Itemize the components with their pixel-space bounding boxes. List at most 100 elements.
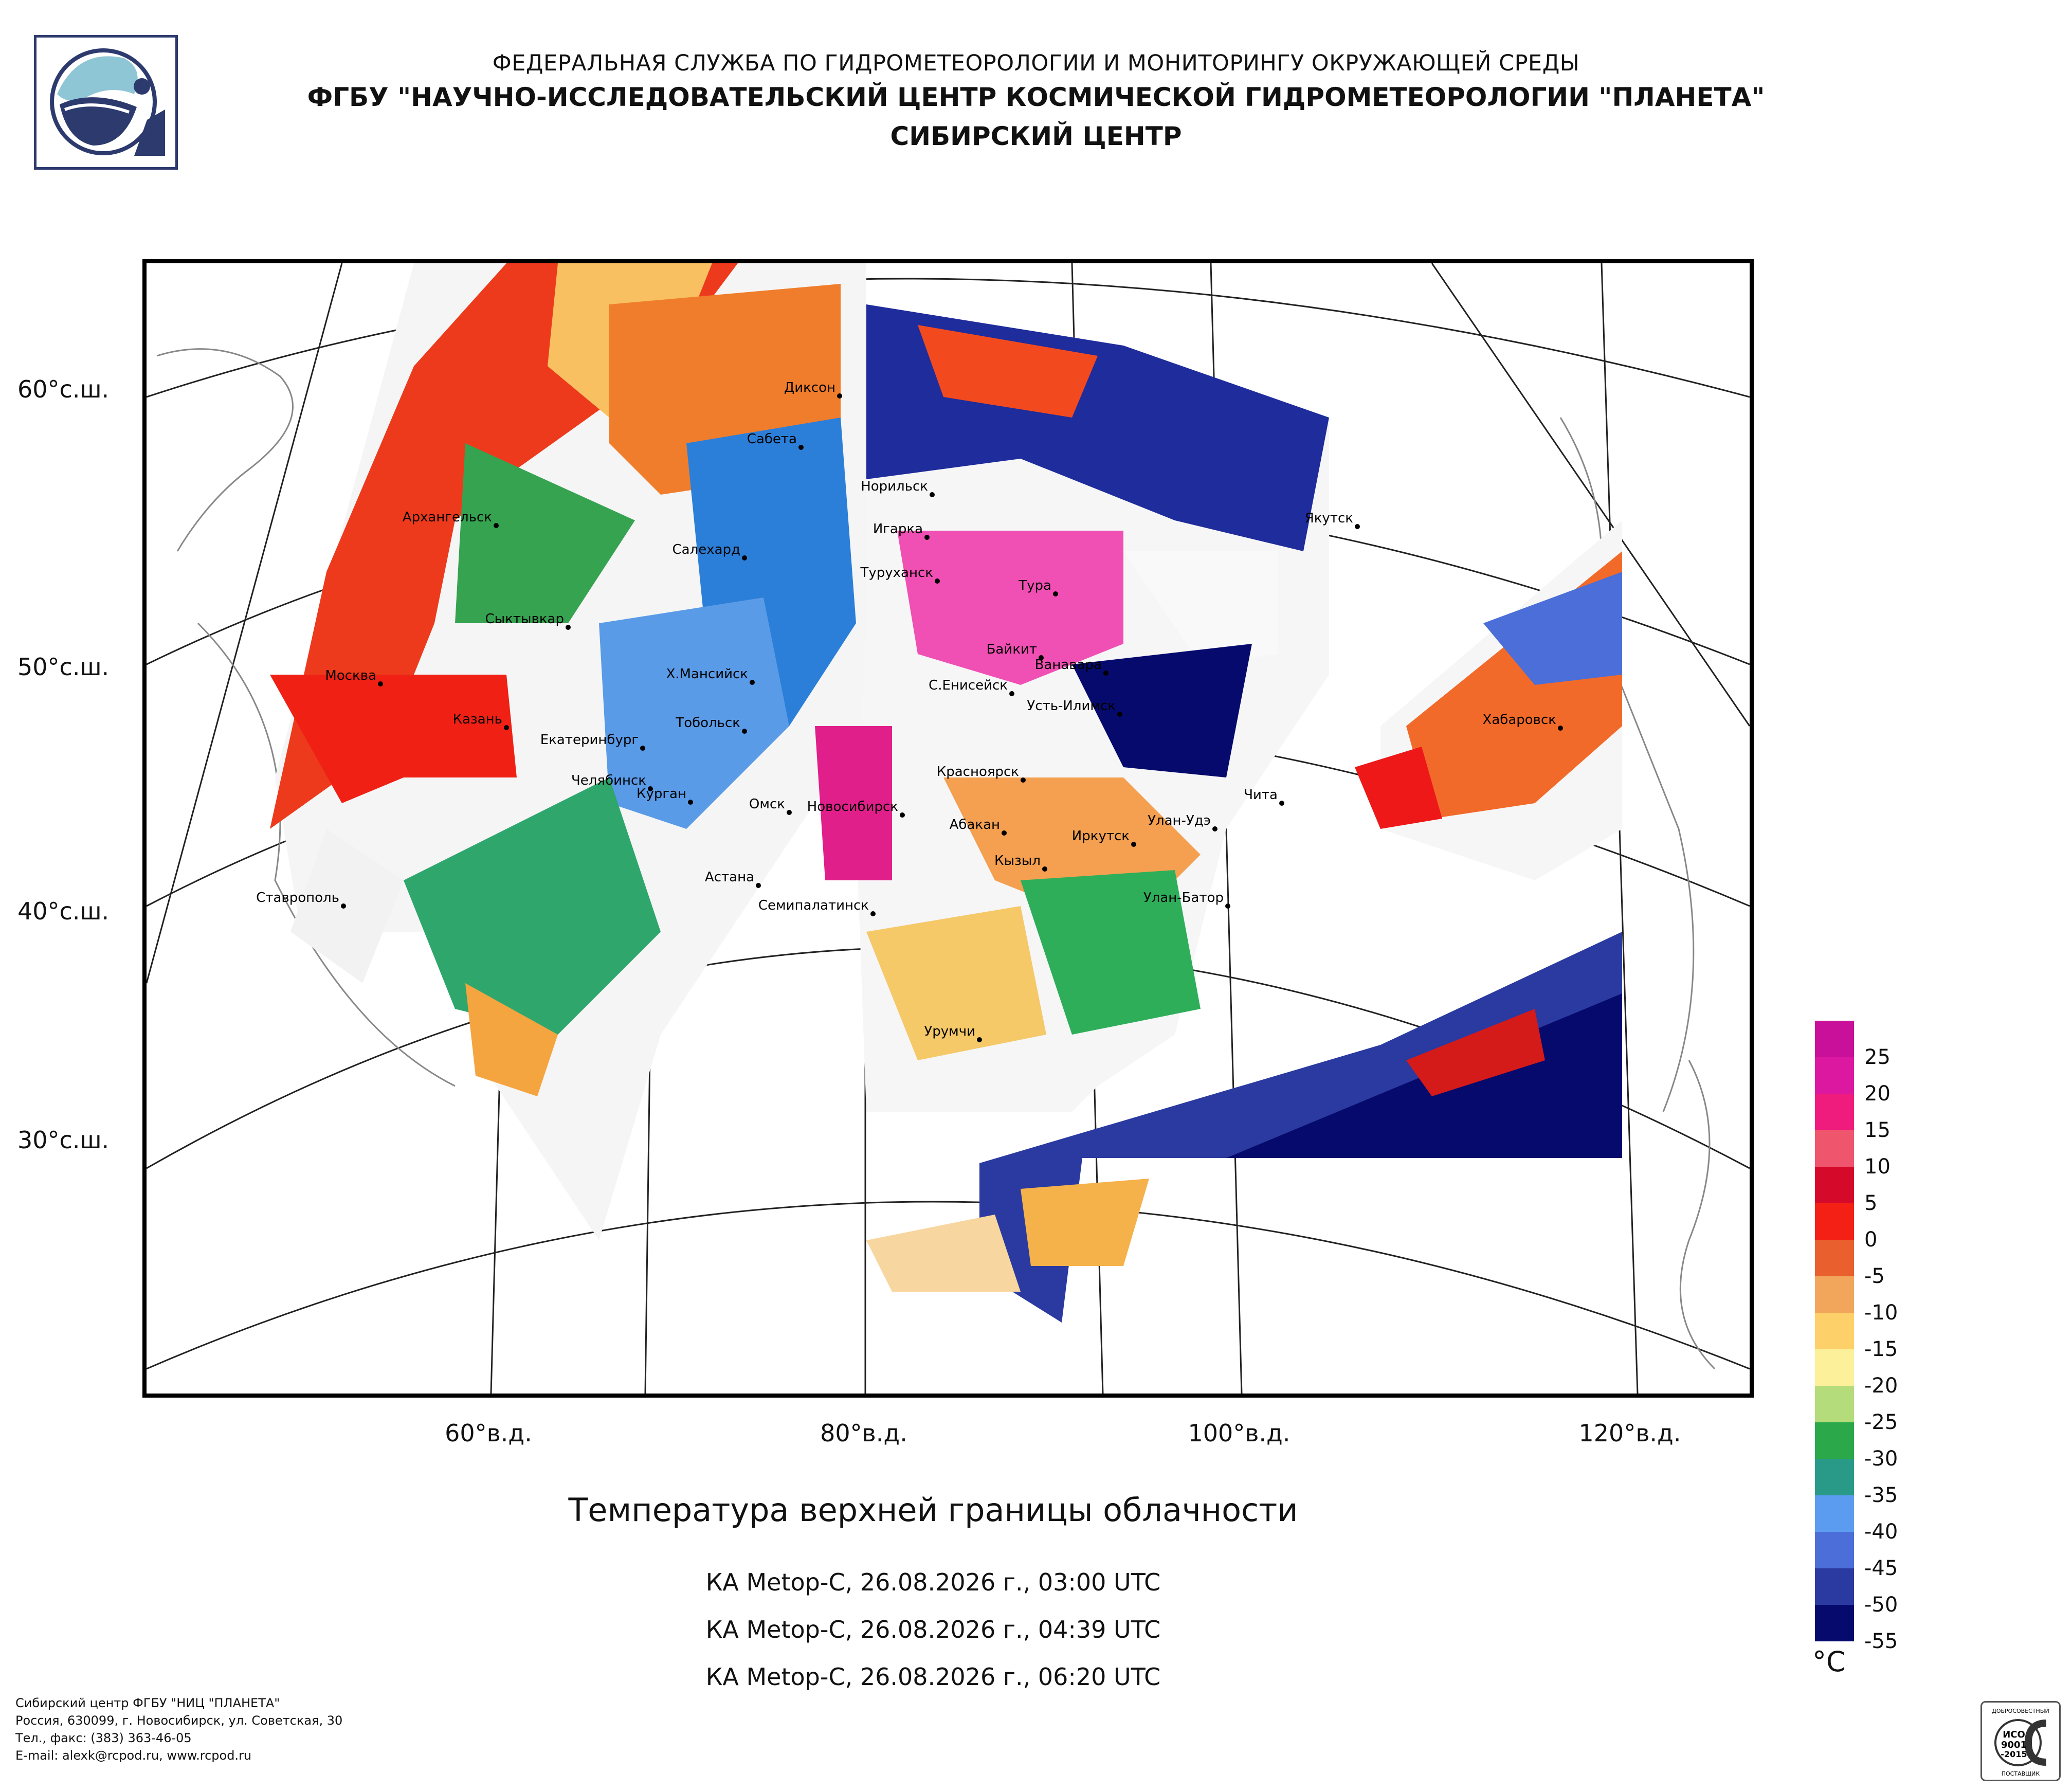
city-label: Якутск: [1305, 511, 1353, 526]
satellite-pass-2: КА Metop-C, 26.08.2026 г., 04:39 UTC: [705, 1616, 1161, 1643]
legend-label: -55: [1864, 1630, 1898, 1653]
legend-label: -15: [1864, 1337, 1898, 1361]
lat-label-40: 40°с.ш.: [17, 897, 110, 925]
city-label: Казань: [453, 712, 502, 727]
footer-address: Россия, 630099, г. Новосибирск, ул. Сове…: [15, 1713, 343, 1728]
city-label: Улан-Удэ: [1148, 813, 1211, 828]
city-labels: Диксон Сабета Норильск Архангельск Игарк…: [256, 380, 1556, 1039]
lat-label-50: 50°с.ш.: [17, 653, 110, 681]
city-label: Семипалатинск: [758, 898, 869, 913]
city-label: Чита: [1244, 787, 1278, 803]
legend-color-box: [1815, 1422, 1854, 1459]
legend-color-box: [1815, 1313, 1854, 1349]
legend-label: -45: [1864, 1557, 1898, 1580]
legend-color-box: [1815, 1605, 1854, 1641]
legend-color-box: [1815, 1203, 1854, 1240]
legend-color-box: [1815, 1167, 1854, 1203]
city-label: Тура: [1018, 578, 1051, 593]
map-title: Температура верхней границы облачности: [568, 1491, 1298, 1529]
city-label: Астана: [705, 870, 754, 885]
legend-label: -5: [1864, 1264, 1885, 1288]
lat-label-30: 30°с.ш.: [17, 1126, 110, 1154]
city-label: Салехард: [672, 542, 740, 557]
city-label: Курган: [637, 786, 686, 802]
legend-color-box: [1815, 1495, 1854, 1532]
legend-label: -30: [1864, 1447, 1898, 1471]
svg-text:9001: 9001: [2001, 1740, 2027, 1750]
legend-color-box: [1815, 1459, 1854, 1495]
city-label: Сыктывкар: [485, 611, 564, 627]
legend-label: 20: [1864, 1082, 1891, 1106]
iso-certificate-badge: ДОБРОСОВЕСТНЫЙ ИСО 9001 -2015 ПОСТАВЩИК: [1980, 1701, 2061, 1781]
legend-label: -35: [1864, 1484, 1898, 1507]
city-label: Усть-Илимск: [1027, 698, 1116, 714]
city-label: Ванавара: [1035, 657, 1102, 673]
city-label: Улан-Батор: [1143, 890, 1224, 906]
svg-text:-2015: -2015: [2001, 1749, 2027, 1759]
city-label: Норильск: [861, 479, 928, 494]
cloud-swath-2: [815, 304, 1329, 1112]
header-institute: ФГБУ "НАУЧНО-ИССЛЕДОВАТЕЛЬСКИЙ ЦЕНТР КОС…: [307, 82, 1765, 112]
city-label: Игарка: [873, 521, 923, 537]
legend-color-box: [1815, 1094, 1854, 1130]
city-label: Красноярск: [937, 764, 1019, 780]
footer-org: Сибирский центр ФГБУ "НИЦ "ПЛАНЕТА": [15, 1696, 280, 1710]
legend-label: -40: [1864, 1520, 1898, 1544]
city-label: Хабаровск: [1483, 712, 1556, 728]
legend-color-box: [1815, 1057, 1854, 1094]
city-label: Омск: [749, 797, 785, 812]
city-label: Иркутск: [1072, 828, 1130, 844]
legend-label: 15: [1864, 1118, 1891, 1142]
satellite-map: Диксон Сабета Норильск Архангельск Игарк…: [142, 259, 1754, 1398]
legend-label: 5: [1864, 1191, 1878, 1215]
legend-label: 10: [1864, 1155, 1891, 1179]
lon-label-60: 60°в.д.: [445, 1419, 532, 1447]
legend-color-box: [1815, 1532, 1854, 1568]
planeta-logo: [34, 35, 178, 170]
cloud-swath-4: [866, 932, 1622, 1323]
city-label: Абакан: [950, 817, 1000, 833]
footer-email: E-mail: alexk@rcpod.ru, www.rcpod.ru: [15, 1748, 252, 1763]
legend-label: 0: [1864, 1228, 1878, 1252]
city-label: Кызыл: [994, 853, 1041, 869]
city-label: Диксон: [784, 380, 835, 395]
legend-color-box: [1815, 1349, 1854, 1386]
city-label: Архангельск: [403, 510, 492, 525]
legend-label: -25: [1864, 1410, 1898, 1434]
legend-label: 25: [1864, 1045, 1891, 1069]
city-label: Х.Мансийск: [666, 666, 748, 682]
city-label: Тобольск: [675, 715, 740, 731]
city-label: Новосибирск: [807, 799, 898, 815]
legend-label: -20: [1864, 1374, 1898, 1398]
coastlines: [156, 348, 1716, 1370]
city-label: Челябинск: [571, 773, 646, 788]
lon-label-80: 80°в.д.: [820, 1419, 907, 1447]
legend-unit: °C: [1812, 1645, 1846, 1678]
city-label: С.Енисейск: [929, 678, 1008, 693]
city-label: Ставрополь: [256, 890, 339, 906]
satellite-pass-1: КА Metop-C, 26.08.2026 г., 03:00 UTC: [705, 1568, 1161, 1596]
cloud-swath-3: [1355, 520, 1622, 880]
legend-label: -10: [1864, 1301, 1898, 1325]
lat-label-60: 60°с.ш.: [17, 375, 110, 403]
city-label: Екатеринбург: [540, 732, 639, 748]
satellite-pass-3: КА Metop-C, 26.08.2026 г., 06:20 UTC: [705, 1663, 1161, 1691]
svg-text:ПОСТАВЩИК: ПОСТАВЩИК: [2002, 1770, 2040, 1777]
legend-color-box: [1815, 1130, 1854, 1167]
lon-label-120: 120°в.д.: [1578, 1419, 1681, 1447]
legend-color-box: [1815, 1386, 1854, 1422]
header-agency: ФЕДЕРАЛЬНАЯ СЛУЖБА ПО ГИДРОМЕТЕОРОЛОГИИ …: [492, 50, 1580, 76]
city-label: Туруханск: [860, 565, 933, 581]
city-label: Урумчи: [924, 1024, 975, 1039]
legend-color-box: [1815, 1276, 1854, 1313]
svg-text:ДОБРОСОВЕСТНЫЙ: ДОБРОСОВЕСТНЫЙ: [1992, 1708, 2049, 1714]
legend-color-box: [1815, 1240, 1854, 1276]
legend-label: -50: [1864, 1593, 1898, 1617]
city-label: Байкит: [987, 642, 1037, 657]
footer-phone: Тел., факс: (383) 363-46-05: [15, 1731, 192, 1745]
header-center: СИБИРСКИЙ ЦЕНТР: [890, 121, 1182, 151]
legend-color-box: [1815, 1021, 1854, 1057]
lon-label-100: 100°в.д.: [1188, 1419, 1291, 1447]
legend-color-box: [1815, 1568, 1854, 1605]
city-label: Сабета: [747, 431, 797, 447]
